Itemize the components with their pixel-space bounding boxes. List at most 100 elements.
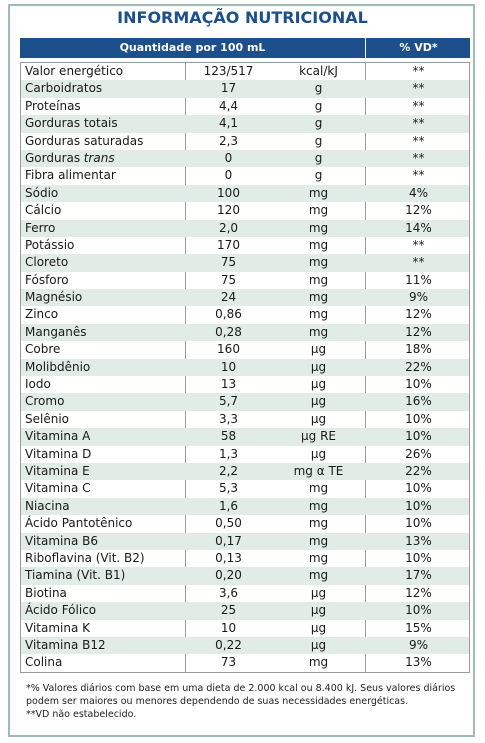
nutrient: Zinco: [25, 307, 59, 322]
unit: µg: [310, 359, 327, 374]
nutrient: Fósforo: [25, 272, 69, 287]
text: Gorduras: [25, 150, 81, 165]
unit: g: [314, 81, 323, 96]
table-row: Gorduras totais 4,1 g **: [21, 115, 469, 133]
nutrient: Carboidratos: [25, 81, 103, 96]
nutrient: Ácido Pantotênico: [25, 516, 133, 531]
nutrient: Ácido Fólico: [25, 603, 97, 618]
unit: mg: [308, 237, 329, 252]
unit: g: [314, 150, 323, 165]
amount: 170: [217, 237, 240, 252]
table-row: Fósforo 75 mg 11%: [21, 272, 469, 289]
table-row: Zinco 0,86 mg 12%: [21, 306, 469, 323]
frame: [8, 4, 475, 737]
amount: 3,6: [218, 585, 239, 600]
footnote: **VD não estabelecido.: [26, 709, 137, 720]
daily-value: **: [412, 64, 425, 78]
daily-value: 12%: [405, 585, 432, 600]
unit: g: [314, 133, 323, 148]
amount: 3,3: [218, 411, 239, 426]
table: Valor energético 123/517 kcal/kJ ** Carboidr…: [20, 62, 470, 673]
amount: 0: [224, 150, 233, 165]
table-row: Ácido Fólico 25 µg 10%: [21, 602, 469, 620]
nutrient: Molibdênio: [25, 359, 91, 374]
daily-value: 22%: [405, 359, 432, 374]
nutrient: Sódio: [25, 185, 59, 200]
daily-value: **: [412, 116, 425, 131]
nutrient: Tiamina (Vit. B1): [25, 568, 126, 583]
nutrient: Vitamina D: [25, 446, 92, 461]
unit: kcal/kJ: [299, 64, 338, 78]
amount: 120: [217, 203, 240, 218]
table-row: Manganês 0,28 mg 12%: [21, 323, 469, 342]
daily-value: 12%: [405, 203, 432, 218]
daily-value: 10%: [405, 550, 432, 565]
daily-value: **: [412, 255, 425, 270]
amount: 0,17: [215, 533, 242, 548]
nutrient: Fibra alimentar: [25, 168, 116, 183]
unit: mg: [308, 203, 329, 218]
table-row: Iodo 13 µg 10%: [21, 376, 469, 393]
amount: 5,7: [218, 394, 239, 409]
table-row: Vitamina A 58 µg RE 10%: [21, 428, 469, 446]
daily-value: **: [412, 237, 425, 252]
nutrient: Gorduras saturadas: [25, 133, 144, 148]
unit: µg: [310, 446, 327, 461]
amount: 0: [224, 168, 233, 183]
nutrient: Manganês: [25, 324, 87, 339]
unit: µg: [310, 620, 327, 635]
amount: 0,20: [215, 568, 242, 583]
nutrient: Cálcio: [25, 203, 62, 218]
table-row: Molibdênio 10 µg 22%: [21, 358, 469, 377]
unit: mg: [308, 498, 329, 513]
unit: µg: [310, 342, 327, 357]
amount: 123/517: [203, 64, 254, 78]
amount: 75: [220, 255, 237, 270]
daily-value: 18%: [405, 342, 432, 357]
daily-value: 10%: [405, 377, 432, 392]
amount: 1,3: [218, 446, 239, 461]
table-row: Gorduras saturadas 2,3 g **: [21, 133, 469, 150]
nutrient: Selênio: [25, 411, 69, 426]
table-row: Sódio 100 mg 4%: [21, 184, 469, 203]
nutrient: Vitamina A: [25, 429, 91, 444]
table-row: Cálcio 120 mg 12%: [21, 202, 469, 219]
table-row: Vitamina B6 0,17 mg 13%: [21, 532, 469, 550]
nutrient: Iodo: [25, 377, 51, 392]
unit: µg: [310, 585, 327, 600]
daily-value: **: [412, 150, 425, 165]
table-header: Quantidade por 100 mL % VD*: [20, 38, 470, 58]
table-row: Niacina 1,6 mg 10%: [21, 497, 469, 516]
table-row: Colina 73 mg 13%: [21, 654, 469, 671]
daily-value: 10%: [405, 411, 432, 426]
table-row: Fibra alimentar 0 g **: [21, 167, 469, 184]
daily-value: **: [412, 168, 425, 183]
table-row: Cloreto 75 mg **: [21, 254, 469, 272]
amount: 2,2: [218, 463, 239, 478]
nutrient: Vitamina C: [25, 481, 91, 496]
unit: µg RE: [301, 429, 336, 444]
unit: mg: [308, 272, 329, 287]
table-row: Vitamina D 1,3 µg 26%: [21, 446, 469, 463]
nutrient: Riboflavina (Vit. B2): [25, 550, 145, 565]
nutrient: Magnésio: [25, 290, 83, 305]
table-row: Selênio 3,3 µg 10%: [21, 411, 469, 428]
amount: 24: [220, 290, 237, 305]
amount: 160: [217, 342, 240, 357]
nutrient: Gorduras trans: [25, 150, 115, 167]
amount: 4,4: [218, 98, 239, 113]
footnotes: *% Valores diários com base em uma dieta…: [26, 682, 466, 721]
daily-value: 9%: [408, 290, 429, 305]
table-row: Riboflavina (Vit. B2) 0,13 mg 10%: [21, 550, 469, 567]
unit: mg: [308, 533, 329, 548]
table-row: Ácido Pantotênico 0,50 mg 10%: [21, 515, 469, 532]
amount: 73: [220, 655, 237, 670]
nutrient: Vitamina K: [25, 620, 91, 635]
daily-value: 17%: [405, 568, 432, 583]
daily-value: 14%: [405, 220, 432, 235]
footnote: *% Valores diários com base em uma dieta…: [26, 683, 456, 707]
amount: 10: [220, 620, 237, 635]
amount: 10: [220, 359, 237, 374]
daily-value: 12%: [405, 324, 432, 339]
